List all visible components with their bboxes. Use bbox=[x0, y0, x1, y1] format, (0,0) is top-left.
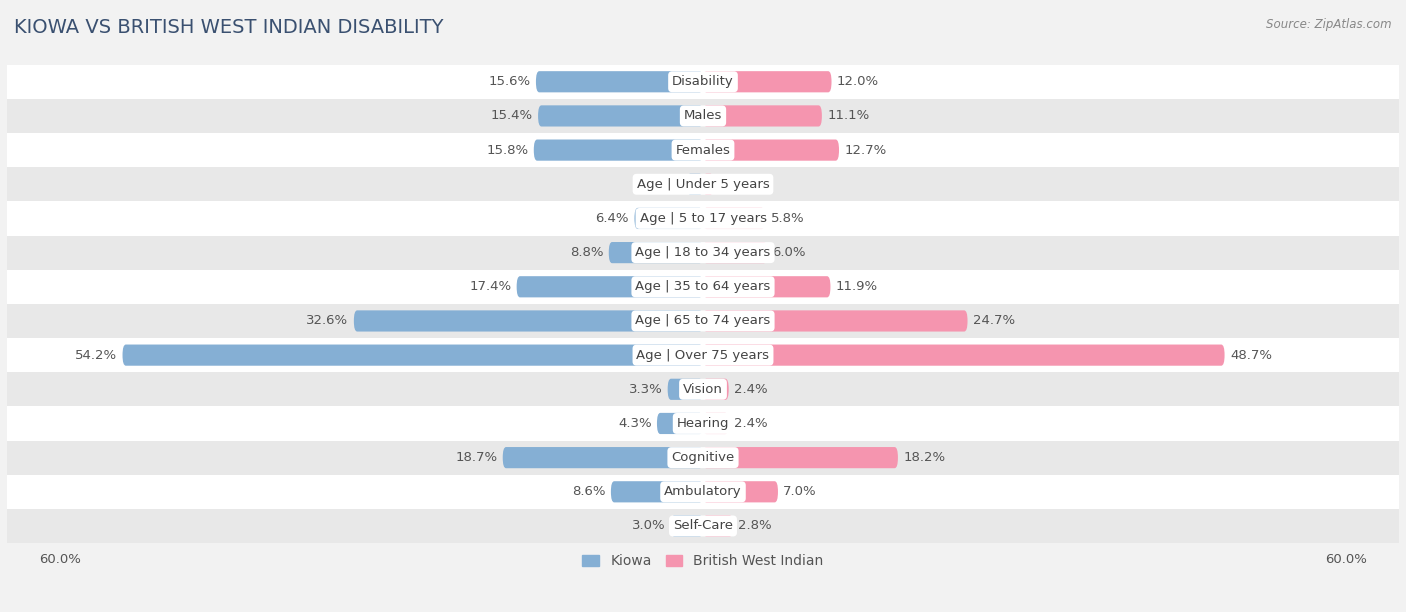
FancyBboxPatch shape bbox=[610, 481, 703, 502]
Text: 15.6%: 15.6% bbox=[488, 75, 530, 88]
Bar bbox=[7, 133, 1399, 167]
FancyBboxPatch shape bbox=[703, 413, 728, 434]
Text: 15.8%: 15.8% bbox=[486, 144, 529, 157]
Text: 12.7%: 12.7% bbox=[845, 144, 887, 157]
Text: 11.1%: 11.1% bbox=[827, 110, 869, 122]
Bar bbox=[7, 509, 1399, 543]
Bar bbox=[7, 338, 1399, 372]
Bar bbox=[7, 441, 1399, 475]
FancyBboxPatch shape bbox=[703, 515, 733, 537]
Text: Self-Care: Self-Care bbox=[673, 520, 733, 532]
Text: 2.4%: 2.4% bbox=[734, 382, 768, 396]
Bar bbox=[7, 167, 1399, 201]
FancyBboxPatch shape bbox=[122, 345, 703, 366]
FancyBboxPatch shape bbox=[668, 379, 703, 400]
FancyBboxPatch shape bbox=[703, 345, 1225, 366]
FancyBboxPatch shape bbox=[538, 105, 703, 127]
Text: 3.0%: 3.0% bbox=[631, 520, 665, 532]
Text: 8.6%: 8.6% bbox=[572, 485, 606, 498]
Text: Age | 35 to 64 years: Age | 35 to 64 years bbox=[636, 280, 770, 293]
Text: 54.2%: 54.2% bbox=[75, 349, 117, 362]
FancyBboxPatch shape bbox=[516, 276, 703, 297]
Text: 32.6%: 32.6% bbox=[307, 315, 349, 327]
Legend: Kiowa, British West Indian: Kiowa, British West Indian bbox=[576, 548, 830, 573]
Text: Age | 65 to 74 years: Age | 65 to 74 years bbox=[636, 315, 770, 327]
Text: KIOWA VS BRITISH WEST INDIAN DISABILITY: KIOWA VS BRITISH WEST INDIAN DISABILITY bbox=[14, 18, 443, 37]
FancyBboxPatch shape bbox=[703, 447, 898, 468]
Text: 18.2%: 18.2% bbox=[903, 451, 945, 464]
FancyBboxPatch shape bbox=[534, 140, 703, 161]
FancyBboxPatch shape bbox=[703, 276, 831, 297]
Bar bbox=[7, 475, 1399, 509]
FancyBboxPatch shape bbox=[671, 515, 703, 537]
Text: 7.0%: 7.0% bbox=[783, 485, 817, 498]
Text: Age | Over 75 years: Age | Over 75 years bbox=[637, 349, 769, 362]
FancyBboxPatch shape bbox=[634, 208, 703, 229]
Text: Vision: Vision bbox=[683, 382, 723, 396]
FancyBboxPatch shape bbox=[703, 379, 728, 400]
Text: 2.4%: 2.4% bbox=[734, 417, 768, 430]
Text: 17.4%: 17.4% bbox=[470, 280, 512, 293]
Bar bbox=[7, 372, 1399, 406]
Bar bbox=[7, 65, 1399, 99]
Text: Cognitive: Cognitive bbox=[672, 451, 734, 464]
Bar bbox=[7, 236, 1399, 270]
Text: 12.0%: 12.0% bbox=[837, 75, 879, 88]
Text: 15.4%: 15.4% bbox=[491, 110, 533, 122]
FancyBboxPatch shape bbox=[503, 447, 703, 468]
Text: Females: Females bbox=[675, 144, 731, 157]
Text: 6.0%: 6.0% bbox=[773, 246, 806, 259]
Text: 8.8%: 8.8% bbox=[569, 246, 603, 259]
Text: Disability: Disability bbox=[672, 75, 734, 88]
FancyBboxPatch shape bbox=[536, 71, 703, 92]
FancyBboxPatch shape bbox=[703, 310, 967, 332]
Text: 48.7%: 48.7% bbox=[1230, 349, 1272, 362]
Bar bbox=[7, 99, 1399, 133]
Text: 0.99%: 0.99% bbox=[718, 177, 761, 191]
Bar bbox=[7, 201, 1399, 236]
FancyBboxPatch shape bbox=[657, 413, 703, 434]
Text: 24.7%: 24.7% bbox=[973, 315, 1015, 327]
Text: 11.9%: 11.9% bbox=[835, 280, 877, 293]
Text: 5.8%: 5.8% bbox=[770, 212, 804, 225]
FancyBboxPatch shape bbox=[688, 174, 703, 195]
FancyBboxPatch shape bbox=[354, 310, 703, 332]
Text: Age | 18 to 34 years: Age | 18 to 34 years bbox=[636, 246, 770, 259]
FancyBboxPatch shape bbox=[703, 174, 714, 195]
Text: 18.7%: 18.7% bbox=[456, 451, 498, 464]
Bar bbox=[7, 304, 1399, 338]
Text: Hearing: Hearing bbox=[676, 417, 730, 430]
Text: 1.5%: 1.5% bbox=[648, 177, 682, 191]
FancyBboxPatch shape bbox=[609, 242, 703, 263]
Text: 4.3%: 4.3% bbox=[619, 417, 651, 430]
Text: Males: Males bbox=[683, 110, 723, 122]
Bar bbox=[7, 406, 1399, 441]
FancyBboxPatch shape bbox=[703, 242, 768, 263]
FancyBboxPatch shape bbox=[703, 481, 778, 502]
FancyBboxPatch shape bbox=[703, 140, 839, 161]
Text: Source: ZipAtlas.com: Source: ZipAtlas.com bbox=[1267, 18, 1392, 31]
Text: 2.8%: 2.8% bbox=[738, 520, 772, 532]
Text: Age | 5 to 17 years: Age | 5 to 17 years bbox=[640, 212, 766, 225]
FancyBboxPatch shape bbox=[703, 71, 831, 92]
Bar bbox=[7, 270, 1399, 304]
Text: 3.3%: 3.3% bbox=[628, 382, 662, 396]
FancyBboxPatch shape bbox=[703, 105, 823, 127]
FancyBboxPatch shape bbox=[703, 208, 765, 229]
Text: Age | Under 5 years: Age | Under 5 years bbox=[637, 177, 769, 191]
Text: Ambulatory: Ambulatory bbox=[664, 485, 742, 498]
Text: 6.4%: 6.4% bbox=[596, 212, 628, 225]
